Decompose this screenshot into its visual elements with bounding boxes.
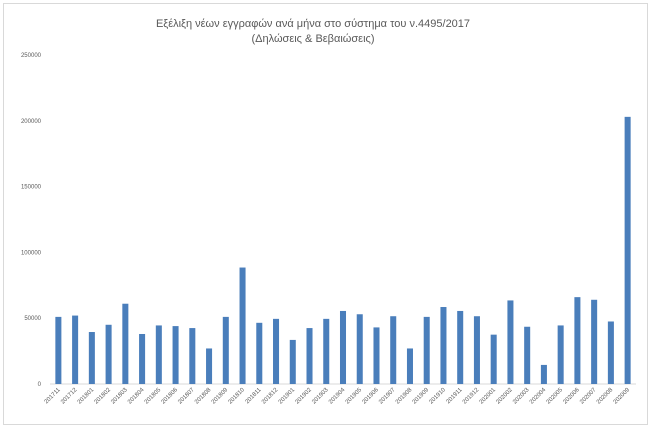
x-tick-label: 201810 xyxy=(228,387,247,406)
bar-201804 xyxy=(139,333,146,384)
bar-201911 xyxy=(457,310,464,384)
x-tick-label: 201904 xyxy=(328,387,347,406)
x-tick-label: 201812 xyxy=(261,387,280,406)
y-tick-label: 200000 xyxy=(21,119,42,125)
bar-201711 xyxy=(55,316,62,384)
y-tick-label: 0 xyxy=(38,382,42,388)
x-tick-label: 201801 xyxy=(77,387,96,406)
chart-subtitle: (Δηλώσεις & Βεβαιώσεις) xyxy=(252,33,375,45)
bar-201912 xyxy=(473,316,480,384)
x-tick-label: 201805 xyxy=(144,387,163,406)
x-tick-label: 202003 xyxy=(512,387,531,406)
bar-201809 xyxy=(222,316,229,384)
x-tick-label: 202007 xyxy=(579,387,598,406)
x-tick-label: 201803 xyxy=(110,387,129,406)
bar-202006 xyxy=(574,297,581,384)
bars xyxy=(55,116,631,385)
bar-201810 xyxy=(239,267,246,384)
bar-202002 xyxy=(507,300,514,384)
bar-201905 xyxy=(356,314,363,384)
y-tick-label: 100000 xyxy=(21,250,42,256)
bar-202004 xyxy=(540,364,547,384)
x-tick-label: 201802 xyxy=(94,387,113,406)
bar-201801 xyxy=(88,332,95,384)
x-tick-label: 201711 xyxy=(44,387,63,406)
y-tick-label: 50000 xyxy=(24,316,41,322)
bar-201806 xyxy=(172,326,179,384)
bar-202003 xyxy=(524,326,531,384)
x-tick-label: 201907 xyxy=(378,387,397,406)
x-tick-label: 201811 xyxy=(245,387,264,406)
x-tick-label: 202004 xyxy=(529,387,548,406)
bar-201902 xyxy=(306,328,313,384)
bar-201904 xyxy=(339,310,347,384)
x-tick-label: 201903 xyxy=(311,387,330,406)
x-tick-label: 201901 xyxy=(278,387,297,406)
bar-201903 xyxy=(323,318,330,384)
x-tick-label: 202008 xyxy=(596,387,615,406)
x-tick-label: 201902 xyxy=(295,387,314,406)
x-tick-label: 202001 xyxy=(479,387,498,406)
bar-201805 xyxy=(155,325,162,384)
x-tick-label: 201807 xyxy=(177,387,196,406)
x-tick-label: 202009 xyxy=(613,387,632,406)
bar-201808 xyxy=(206,348,213,384)
bar-201901 xyxy=(289,339,296,384)
bar-201807 xyxy=(189,328,196,384)
x-tick-label: 201906 xyxy=(361,387,380,406)
bar-202008 xyxy=(607,321,614,384)
x-tick-label: 201911 xyxy=(446,387,465,406)
bar-202005 xyxy=(557,325,564,384)
x-tick-label: 202006 xyxy=(562,387,581,406)
bar-202001 xyxy=(490,334,497,384)
x-tick-label: 201808 xyxy=(194,387,213,406)
bar-201906 xyxy=(373,327,380,384)
bar-201907 xyxy=(390,316,397,384)
y-tick-label: 250000 xyxy=(21,53,42,59)
x-tick-label: 202002 xyxy=(495,387,514,406)
x-tick-label: 201908 xyxy=(395,387,414,406)
y-tick-label: 150000 xyxy=(21,185,42,191)
bar-202007 xyxy=(591,299,598,384)
x-tick-label: 201809 xyxy=(211,387,230,406)
y-tick-labels: 0 50000 100000 150000 200000 250000 xyxy=(21,53,42,388)
x-tick-label: 201806 xyxy=(161,387,180,406)
bar-201812 xyxy=(273,318,280,384)
chart-title: Εξέλιξη νέων εγγραφών ανά μήνα στο σύστη… xyxy=(156,18,470,30)
x-tick-label: 201909 xyxy=(412,387,431,406)
bar-201811 xyxy=(256,322,263,384)
x-tick-label: 202005 xyxy=(546,387,565,406)
bar-202009 xyxy=(624,116,631,385)
bar-201712 xyxy=(72,315,79,384)
x-tick-label: 201912 xyxy=(462,387,481,406)
x-tick-label: 201905 xyxy=(345,387,364,406)
x-tick-labels: 2017112017122018012018022018032018042018… xyxy=(44,387,632,406)
bar-201909 xyxy=(423,316,430,384)
bar-201910 xyxy=(440,307,447,384)
x-tick-label: 201712 xyxy=(60,387,79,406)
bar-201802 xyxy=(105,324,112,384)
bar-201803 xyxy=(122,303,129,384)
x-tick-label: 201910 xyxy=(428,387,447,406)
bar-201908 xyxy=(406,348,413,384)
x-tick-label: 201804 xyxy=(127,387,146,406)
